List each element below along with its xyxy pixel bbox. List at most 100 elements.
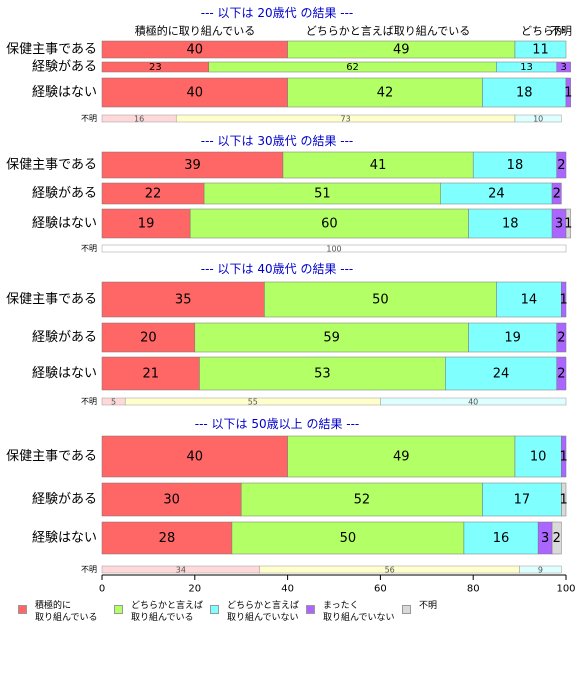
legend-label-somewhat-active: どちらかと言えば 取り組んでいる: [131, 601, 204, 623]
data-label: 60: [321, 217, 338, 232]
x-tick-label: 80: [467, 584, 480, 595]
bar-segment: [231, 521, 465, 555]
bar-segment: [101, 151, 284, 179]
row-label: 経験はない: [32, 85, 97, 100]
data-label: 2: [553, 531, 561, 546]
data-label: 42: [377, 86, 394, 101]
data-label: 41: [370, 158, 387, 173]
unknown-bar-segment: [514, 114, 562, 123]
data-label: 2: [553, 187, 561, 202]
data-label: 28: [159, 531, 176, 546]
bar-segment: [561, 281, 567, 318]
panel-title: --- 以下は 40歳代 の結果 ---: [201, 262, 354, 276]
x-tick-label: 60: [374, 584, 387, 595]
bar-segment: [468, 322, 557, 353]
legend-item-somewhat-inactive: どちらかと言えば 取り組んでいない: [210, 600, 299, 624]
data-label: 17: [514, 493, 531, 508]
data-label: 18: [507, 158, 524, 173]
legend-swatch-unknown: [402, 605, 411, 614]
unknown-data-label: 16: [134, 115, 144, 124]
bar-segment: [482, 77, 567, 108]
x-tick-label: 100: [556, 584, 575, 595]
data-label: 40: [187, 43, 204, 58]
data-label: 40: [187, 86, 204, 101]
row-label: 保健主事である: [6, 292, 97, 307]
panel-title: --- 以下は 50歳以上 の結果 ---: [195, 417, 360, 431]
data-label: 19: [138, 217, 155, 232]
data-label: 1: [564, 217, 572, 232]
data-label: 24: [488, 187, 505, 202]
legend-label-unknown: 不明: [419, 601, 438, 611]
bar-segment: [482, 482, 562, 517]
unknown-data-label: 73: [341, 115, 351, 124]
column-header: どちらかと言えば取り組んでいる: [306, 25, 470, 38]
data-label: 11: [532, 43, 549, 58]
data-label: 3: [541, 531, 549, 546]
row-label: 保健主事である: [6, 158, 97, 173]
data-label: 1: [560, 293, 568, 308]
data-label: 1: [560, 493, 568, 508]
bar-segment: [561, 435, 567, 478]
legend-item-active: 積極的に 取り組んでいる: [18, 600, 98, 624]
legend-swatch-inactive: [306, 605, 315, 614]
bar-segment: [240, 482, 483, 517]
bar-segment: [551, 182, 562, 205]
data-label: 14: [521, 293, 538, 308]
data-label: 2: [557, 367, 565, 382]
bar-segment: [556, 61, 571, 73]
bar-segment: [551, 521, 562, 555]
legend: 積極的に 取り組んでいる どちらかと言えば 取り組んでいる どちらかと言えば 取…: [18, 600, 578, 640]
unknown-data-label: 34: [176, 566, 186, 575]
data-label: 50: [340, 531, 357, 546]
column-header: どちらか: [521, 25, 565, 38]
bar-segment: [199, 356, 446, 391]
unknown-data-label: 5: [111, 398, 116, 407]
data-label: 18: [502, 217, 519, 232]
data-label: 30: [163, 493, 180, 508]
x-tick-label: 20: [188, 584, 201, 595]
legend-label-active: 積極的に 取り組んでいる: [35, 601, 98, 623]
bar-segment: [514, 435, 562, 478]
data-label: 23: [149, 62, 162, 73]
bar-segment: [565, 208, 571, 239]
bar-segment: [561, 482, 567, 517]
data-label: 50: [372, 293, 389, 308]
unknown-row-label: 不明: [81, 397, 97, 406]
data-label: 19: [504, 331, 521, 346]
unknown-data-label: 9: [538, 566, 543, 575]
data-label: 3: [555, 217, 563, 232]
data-label: 1: [564, 86, 572, 101]
data-label: 2: [557, 158, 565, 173]
row-label: 経験はない: [32, 366, 97, 381]
data-label: 52: [354, 493, 371, 508]
column-header: 積極的に取り組んでいる: [135, 24, 255, 38]
data-label: 1: [560, 450, 568, 465]
bar-segment: [472, 151, 557, 179]
data-label: 35: [175, 293, 192, 308]
bar-segment: [101, 77, 288, 108]
row-label: 経験がある: [32, 330, 97, 345]
data-label: 59: [323, 331, 340, 346]
row-label: 経験がある: [32, 60, 97, 75]
row-label: 経験はない: [32, 531, 97, 546]
x-tick-label: 40: [281, 584, 294, 595]
data-label: 51: [314, 187, 331, 202]
legend-swatch-active: [18, 605, 27, 614]
unknown-bar-segment: [519, 565, 562, 574]
bar-segment: [556, 151, 567, 179]
legend-swatch-somewhat-inactive: [210, 605, 219, 614]
data-label: 22: [145, 187, 162, 202]
panel-title: --- 以下は 20歳代 の結果 ---: [201, 6, 354, 20]
bar-segment: [194, 322, 469, 353]
data-label: 40: [187, 450, 204, 465]
unknown-bar-segment: [380, 397, 567, 406]
unknown-data-label: 56: [385, 566, 395, 575]
data-label: 20: [140, 331, 157, 346]
legend-item-unknown: 不明: [402, 600, 437, 614]
unknown-data-label: 100: [326, 245, 341, 254]
bar-segment: [101, 356, 200, 391]
data-label: 39: [184, 158, 201, 173]
bar-segment: [287, 77, 483, 108]
bar-segment: [101, 322, 196, 353]
